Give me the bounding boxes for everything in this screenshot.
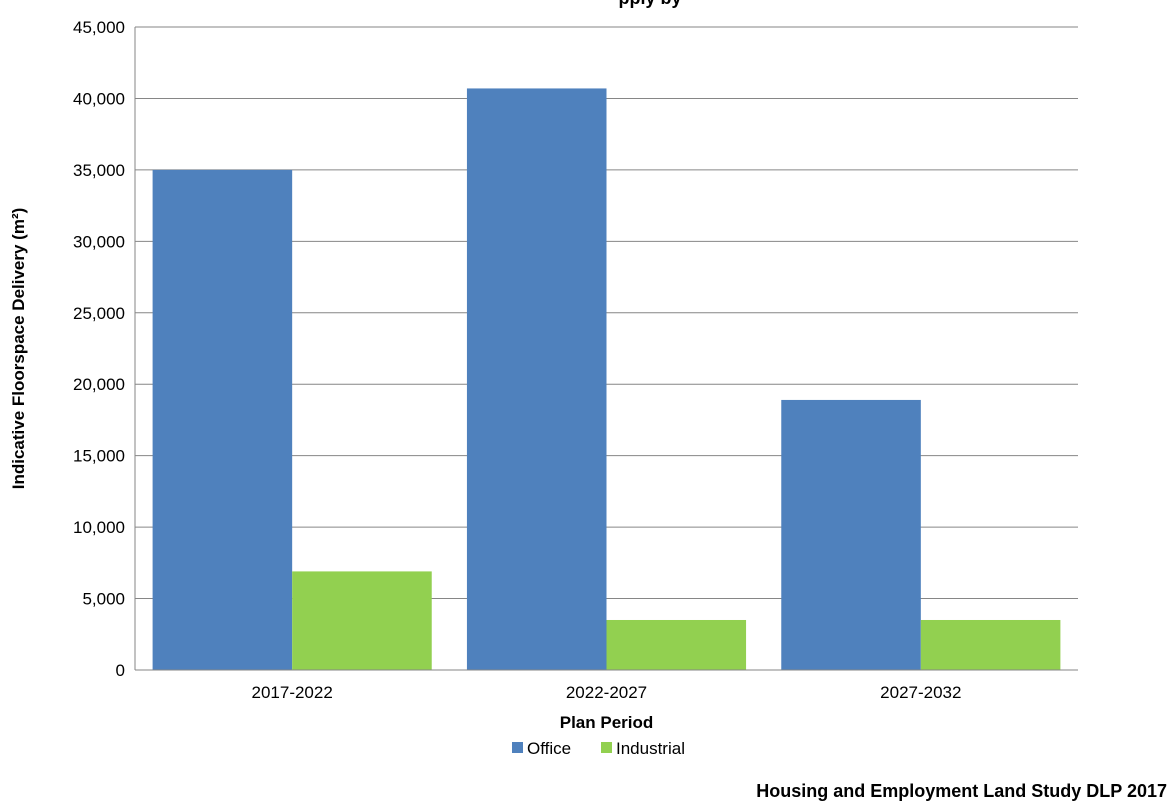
x-tick-label: 2022-2027: [566, 683, 647, 702]
y-axis-ticks: 0 5,000 10,000 15,000 20,000 25,000 30,000 35,0…: [73, 18, 125, 680]
legend: Office Industrial: [512, 739, 685, 758]
bars-group: [152, 88, 1061, 671]
cropped-chart-title: pply by: [618, 0, 681, 8]
bar-office-2022-2027: [466, 88, 607, 671]
bar-industrial-2027-2032: [920, 619, 1061, 670]
y-axis-title: Indicative Floorspace Delivery (m²): [9, 208, 28, 490]
x-tick-label: 2017-2022: [252, 683, 333, 702]
y-tick-label: 35,000: [73, 161, 125, 180]
x-axis-title: Plan Period: [560, 713, 654, 732]
y-tick-label: 30,000: [73, 232, 125, 251]
y-tick-label: 45,000: [73, 18, 125, 37]
y-tick-label: 40,000: [73, 89, 125, 108]
legend-swatch-industrial: [601, 742, 612, 753]
source-note: Housing and Employment Land Study DLP 20…: [756, 781, 1167, 801]
y-tick-label: 25,000: [73, 304, 125, 323]
bar-industrial-2017-2022: [292, 571, 432, 670]
y-tick-label: 20,000: [73, 375, 125, 394]
y-tick-label: 5,000: [82, 590, 125, 609]
bar-office-2017-2022: [152, 169, 293, 670]
bar-industrial-2022-2027: [606, 619, 747, 670]
legend-label-industrial: Industrial: [616, 739, 685, 758]
x-axis-ticks: 2017-2022 2022-2027 2027-2032: [252, 683, 962, 702]
legend-swatch-office: [512, 742, 523, 753]
legend-label-office: Office: [527, 739, 571, 758]
y-tick-label: 0: [116, 661, 125, 680]
bar-office-2027-2032: [781, 399, 921, 670]
y-tick-label: 15,000: [73, 447, 125, 466]
y-tick-label: 10,000: [73, 518, 125, 537]
x-tick-label: 2027-2032: [880, 683, 961, 702]
